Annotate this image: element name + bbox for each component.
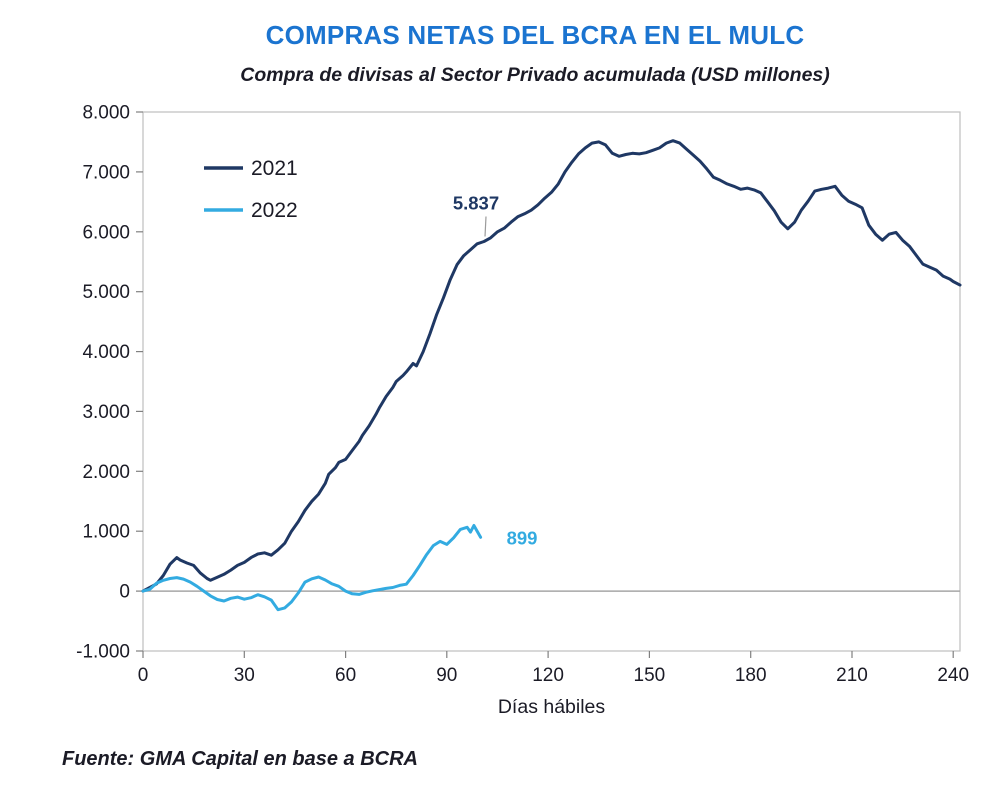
x-axis-tick-label: 60 [335, 665, 356, 686]
y-axis-tick-label: 0 [119, 582, 130, 603]
chart-title: COMPRAS NETAS DEL BCRA EN EL MULC [265, 20, 805, 50]
x-axis-tick-label: 180 [735, 665, 767, 686]
series-line-2022 [141, 524, 483, 612]
annotation-label: 5.837 [453, 193, 499, 214]
x-axis-tick-label: 0 [138, 665, 149, 686]
x-axis-label: Días hábiles [498, 696, 606, 718]
annotation-leader [484, 216, 487, 237]
plot-border [142, 111, 961, 652]
y-axis-tick-label: 6.000 [82, 222, 130, 243]
y-axis-tick-label: 4.000 [82, 342, 130, 363]
x-axis-tick-label: 240 [937, 665, 969, 686]
legend-label-2021: 2021 [251, 157, 298, 180]
legend-label-2022: 2022 [251, 199, 298, 222]
y-axis-tick-label: 5.000 [82, 282, 130, 303]
chart-subtitle: Compra de divisas al Sector Privado acum… [240, 64, 830, 86]
y-axis-tick-label: 8.000 [82, 103, 130, 124]
annotation-label: 899 [507, 527, 538, 548]
x-axis-tick-label: 120 [532, 665, 564, 686]
y-axis-tick-label: 2.000 [82, 462, 130, 483]
source-note: Fuente: GMA Capital en base a BCRA [62, 748, 418, 770]
y-axis-tick-label: 7.000 [82, 162, 130, 183]
x-axis-tick-label: 90 [436, 665, 457, 686]
series-line-2021 [141, 139, 962, 593]
y-axis-tick-label: -1.000 [76, 642, 130, 663]
y-axis-tick-label: 1.000 [82, 522, 130, 543]
x-axis-tick-label: 150 [634, 665, 666, 686]
x-axis-tick-label: 30 [234, 665, 255, 686]
y-axis-tick-label: 3.000 [82, 402, 130, 423]
x-axis-tick-label: 210 [836, 665, 868, 686]
